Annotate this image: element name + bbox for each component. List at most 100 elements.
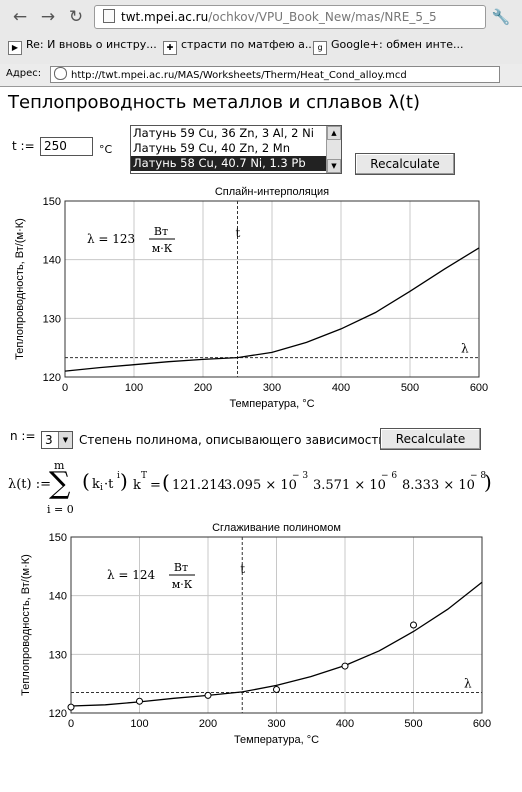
page-title: Теплопроводность металлов и сплавов λ(t)	[8, 92, 420, 113]
back-arrow-icon[interactable]: ←	[12, 7, 28, 27]
y-tick-label: 150	[43, 196, 61, 208]
t-marker-label: t	[236, 226, 241, 240]
alloy-option[interactable]: Латунь 59 Cu, 40 Zn, 2 Mn	[133, 141, 291, 155]
bookmark-item[interactable]: ✚ страсти по матфею а...	[163, 37, 315, 55]
n-description: Степень полинома, описывающего зависимос…	[79, 433, 386, 447]
reload-icon[interactable]: ↻	[68, 7, 84, 27]
bookmark-label: Google+: обмен инте...	[331, 38, 464, 51]
coef-1: 3.095 × 10	[224, 478, 297, 493]
url-host: twt.mpei.ac.ru	[121, 10, 209, 24]
x-tick-label: 100	[125, 382, 143, 394]
term-t: ·t	[104, 477, 114, 492]
coef-3-exp: − 8	[470, 471, 487, 481]
y-tick-label: 130	[49, 649, 67, 661]
x-tick-label: 200	[199, 718, 217, 730]
series-line	[64, 247, 480, 372]
equals-sign: =	[150, 478, 161, 493]
paren-close-icon: )	[484, 470, 492, 494]
scroll-down-icon[interactable]: ▼	[327, 159, 341, 173]
x-tick-label: 600	[470, 382, 488, 394]
alloy-option-selected[interactable]: Латунь 58 Cu, 40.7 Ni, 1.3 Pb	[131, 156, 327, 171]
y-tick-label: 140	[43, 255, 61, 267]
n-select[interactable]: 3 ▼	[41, 431, 73, 449]
ie-icon	[54, 67, 67, 80]
play-icon: ▶	[8, 41, 22, 55]
bookmarks-bar: ▶ Re: И вновь о инстру... ✚ страсти по мат…	[0, 33, 522, 59]
t-unit: °C	[99, 143, 113, 156]
lambda-value: λ = 124	[107, 568, 156, 582]
sum-lower: i = 0	[47, 503, 74, 516]
y-tick-label: 120	[43, 372, 61, 384]
n-value: 3	[45, 433, 53, 447]
page-icon	[103, 9, 115, 23]
y-tick-label: 120	[49, 708, 67, 720]
x-tick-label: 300	[267, 718, 285, 730]
x-tick-label: 300	[263, 382, 281, 394]
polynomial-chart: Сглаживание полиномом 0 100 200 300 400 500 600…	[20, 522, 491, 746]
spline-chart: Сплайн-интерполяция 0 100 200 300 400 500 600 12…	[14, 186, 488, 410]
url-bar[interactable]: twt.mpei.ac.ru/ochkov/VPU_Book_New/mas/N…	[94, 5, 486, 29]
coef-1-exp: − 3	[292, 471, 309, 481]
y-axis-label: Теплопроводность, Вт/(м·К)	[20, 554, 32, 696]
data-point	[67, 703, 75, 711]
data-point	[273, 686, 280, 694]
coef-2-exp: − 6	[381, 471, 398, 481]
scroll-up-icon[interactable]: ▲	[327, 126, 341, 140]
alloy-option[interactable]: Латунь 59 Cu, 36 Zn, 3 Al, 2 Ni	[133, 126, 314, 140]
term-t-sup: i	[117, 471, 120, 481]
n-label: n :=	[10, 429, 36, 443]
k-sup: T	[141, 471, 148, 481]
bookmark-item[interactable]: ▶ Re: И вновь о инстру...	[8, 37, 157, 55]
plot-frame	[64, 200, 480, 378]
unit-numerator: Вт	[174, 561, 188, 574]
recalculate-button-2[interactable]: Recalculate	[380, 428, 481, 450]
plot-frame	[70, 536, 483, 714]
t-label: t :=	[12, 139, 35, 153]
paren-close-icon: )	[120, 469, 128, 493]
x-tick-label: 0	[62, 382, 68, 394]
recalculate-button[interactable]: Recalculate	[355, 153, 455, 175]
google-plus-icon: g	[313, 41, 327, 55]
chart-title: Сплайн-интерполяция	[215, 186, 329, 198]
term-k: k	[92, 477, 100, 492]
data-point	[410, 621, 417, 629]
y-tick-label: 140	[49, 591, 67, 603]
chart-title: Сглаживание полиномом	[212, 522, 341, 534]
x-tick-label: 600	[473, 718, 491, 730]
puzzle-icon: ✚	[163, 41, 177, 55]
bookmark-label: Re: И вновь о инстру...	[26, 38, 157, 51]
listbox-scrollbar[interactable]: ▲ ▼	[326, 126, 341, 173]
y-axis-label: Теплопроводность, Вт/(м·К)	[14, 218, 26, 360]
x-tick-label: 400	[332, 382, 350, 394]
lambda-label: λ	[464, 676, 472, 690]
unit-denominator: м·К	[152, 242, 173, 255]
address-label: Адрес:	[6, 68, 42, 79]
address-field[interactable]: http://twt.mpei.ac.ru/MAS/Worksheets/The…	[50, 66, 500, 83]
term-k-sub: i	[100, 483, 103, 493]
t-input[interactable]: 250	[40, 137, 93, 156]
sigma-icon: ∑	[49, 466, 71, 501]
wrench-icon[interactable]: 🔧	[491, 8, 511, 26]
data-point	[204, 691, 212, 699]
coef-2: 3.571 × 10	[313, 478, 386, 493]
x-tick-label: 400	[336, 718, 354, 730]
lambda-value: λ = 123	[87, 232, 135, 246]
paren-open-icon: (	[82, 469, 90, 493]
data-point	[341, 662, 349, 670]
worksheet: Теплопроводность металлов и сплавов λ(t)…	[0, 87, 522, 792]
y-tick-label: 150	[49, 532, 67, 544]
bookmark-item[interactable]: g Google+: обмен инте...	[313, 37, 463, 55]
x-axis-label: Температура, °С	[229, 398, 314, 410]
lambda-label: λ	[461, 342, 469, 356]
unit-numerator: Вт	[154, 225, 168, 238]
forward-arrow-icon[interactable]: →	[40, 7, 56, 27]
data-point	[136, 697, 143, 705]
bookmark-label: страсти по матфею а...	[181, 38, 316, 51]
chevron-down-icon[interactable]: ▼	[58, 432, 72, 448]
unit-denominator: м·К	[172, 578, 193, 591]
t-marker-label: t	[240, 562, 245, 576]
k-label: k	[133, 478, 141, 493]
x-tick-label: 200	[194, 382, 212, 394]
alloy-listbox[interactable]: Латунь 59 Cu, 36 Zn, 3 Al, 2 Ni Латунь 5…	[130, 125, 342, 174]
formula-lhs: λ(t) :=	[8, 477, 52, 492]
